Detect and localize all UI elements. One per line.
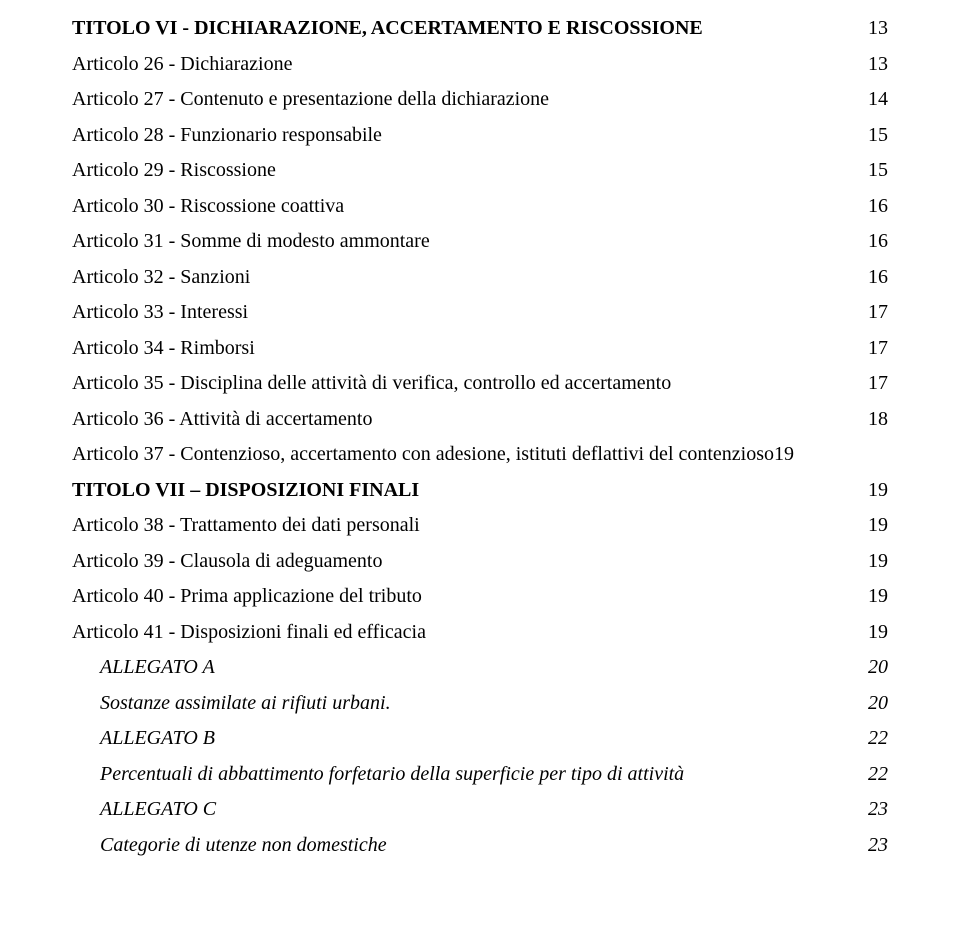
toc-entry-label: Articolo 38 - Trattamento dei dati perso…	[72, 515, 420, 535]
toc-entry-label: Sostanze assimilate ai rifiuti urbani.	[100, 693, 391, 713]
toc-entry-page: 19	[868, 480, 888, 500]
toc-entry: Articolo 26 - Dichiarazione 13	[72, 54, 888, 74]
toc-entry-label: Articolo 30 - Riscossione coattiva	[72, 196, 344, 216]
toc-entry-label: Articolo 34 - Rimborsi	[72, 338, 255, 358]
toc-entry-page: 23	[868, 835, 888, 855]
toc-entry-label: ALLEGATO B	[100, 728, 215, 748]
toc-entry: Articolo 37 - Contenzioso, accertamento …	[72, 444, 888, 464]
toc-entry-page: 15	[868, 125, 888, 145]
toc-entry: Articolo 27 - Contenuto e presentazione …	[72, 89, 888, 109]
toc-entry-page: 19	[868, 551, 888, 571]
toc-entry-label: Articolo 32 - Sanzioni	[72, 267, 250, 287]
toc-entry: ALLEGATO B 22	[72, 728, 888, 748]
toc-entry-label: Articolo 35 - Disciplina delle attività …	[72, 373, 671, 393]
toc-entry-page: 20	[868, 657, 888, 677]
table-of-contents: TITOLO VI - DICHIARAZIONE, ACCERTAMENTO …	[0, 0, 960, 855]
toc-entry-label: TITOLO VI - DICHIARAZIONE, ACCERTAMENTO …	[72, 18, 703, 38]
toc-entry: Articolo 32 - Sanzioni 16	[72, 267, 888, 287]
toc-entry-label: ALLEGATO A	[100, 657, 215, 677]
toc-entry-label: Articolo 26 - Dichiarazione	[72, 54, 292, 74]
toc-entry-page: 16	[868, 267, 888, 287]
toc-entry: Articolo 33 - Interessi 17	[72, 302, 888, 322]
toc-entry: Articolo 34 - Rimborsi 17	[72, 338, 888, 358]
toc-entry: Articolo 36 - Attività di accertamento 18	[72, 409, 888, 429]
toc-entry-page: 23	[868, 799, 888, 819]
toc-entry-page: 22	[868, 728, 888, 748]
toc-entry: Articolo 41 - Disposizioni finali ed eff…	[72, 622, 888, 642]
toc-entry: TITOLO VI - DICHIARAZIONE, ACCERTAMENTO …	[72, 18, 888, 38]
toc-entry-label: Articolo 27 - Contenuto e presentazione …	[72, 89, 549, 109]
toc-entry: ALLEGATO C 23	[72, 799, 888, 819]
toc-entry-label: Articolo 39 - Clausola di adeguamento	[72, 551, 382, 571]
toc-entry-page: 13	[868, 18, 888, 38]
toc-entry-page: 18	[868, 409, 888, 429]
toc-entry: Articolo 38 - Trattamento dei dati perso…	[72, 515, 888, 535]
toc-entry: Articolo 28 - Funzionario responsabile 15	[72, 125, 888, 145]
toc-entry-label: ALLEGATO C	[100, 799, 216, 819]
toc-entry-page: 17	[868, 338, 888, 358]
toc-entry-label: Articolo 40 - Prima applicazione del tri…	[72, 586, 422, 606]
toc-entry-page: 19	[868, 622, 888, 642]
toc-entry-label: TITOLO VII – DISPOSIZIONI FINALI	[72, 480, 419, 500]
toc-entry: Articolo 40 - Prima applicazione del tri…	[72, 586, 888, 606]
toc-entry: Articolo 29 - Riscossione 15	[72, 160, 888, 180]
toc-entry-label: Articolo 29 - Riscossione	[72, 160, 276, 180]
toc-entry-label: Categorie di utenze non domestiche	[100, 835, 387, 855]
toc-entry-page: 16	[868, 196, 888, 216]
toc-entry: Percentuali di abbattimento forfetario d…	[72, 764, 888, 784]
toc-entry-page: 20	[868, 693, 888, 713]
toc-entry-label: Percentuali di abbattimento forfetario d…	[100, 764, 684, 784]
toc-entry-page: 13	[868, 54, 888, 74]
toc-entry: Articolo 31 - Somme di modesto ammontare…	[72, 231, 888, 251]
toc-entry-page: 19	[868, 515, 888, 535]
toc-entry-page: 22	[868, 764, 888, 784]
toc-entry: Sostanze assimilate ai rifiuti urbani. 20	[72, 693, 888, 713]
toc-entry: Articolo 35 - Disciplina delle attività …	[72, 373, 888, 393]
toc-entry-page: 17	[868, 373, 888, 393]
toc-entry: TITOLO VII – DISPOSIZIONI FINALI 19	[72, 480, 888, 500]
toc-entry-page: 15	[868, 160, 888, 180]
toc-entry-label: Articolo 33 - Interessi	[72, 302, 248, 322]
toc-entry-label: Articolo 31 - Somme di modesto ammontare	[72, 231, 430, 251]
toc-entry-page: 19	[868, 586, 888, 606]
toc-entry: Articolo 39 - Clausola di adeguamento 19	[72, 551, 888, 571]
toc-entry: Articolo 30 - Riscossione coattiva 16	[72, 196, 888, 216]
toc-entry-label: Articolo 37 - Contenzioso, accertamento …	[72, 444, 774, 464]
toc-entry-page: 16	[868, 231, 888, 251]
toc-entry-label: Articolo 36 - Attività di accertamento	[72, 409, 372, 429]
toc-entry: Categorie di utenze non domestiche 23	[72, 835, 888, 855]
toc-entry: ALLEGATO A 20	[72, 657, 888, 677]
toc-entry-page: 14	[868, 89, 888, 109]
toc-entry-label: Articolo 28 - Funzionario responsabile	[72, 125, 382, 145]
toc-entry-page: 19	[774, 444, 794, 464]
toc-entry-page: 17	[868, 302, 888, 322]
toc-entry-label: Articolo 41 - Disposizioni finali ed eff…	[72, 622, 426, 642]
